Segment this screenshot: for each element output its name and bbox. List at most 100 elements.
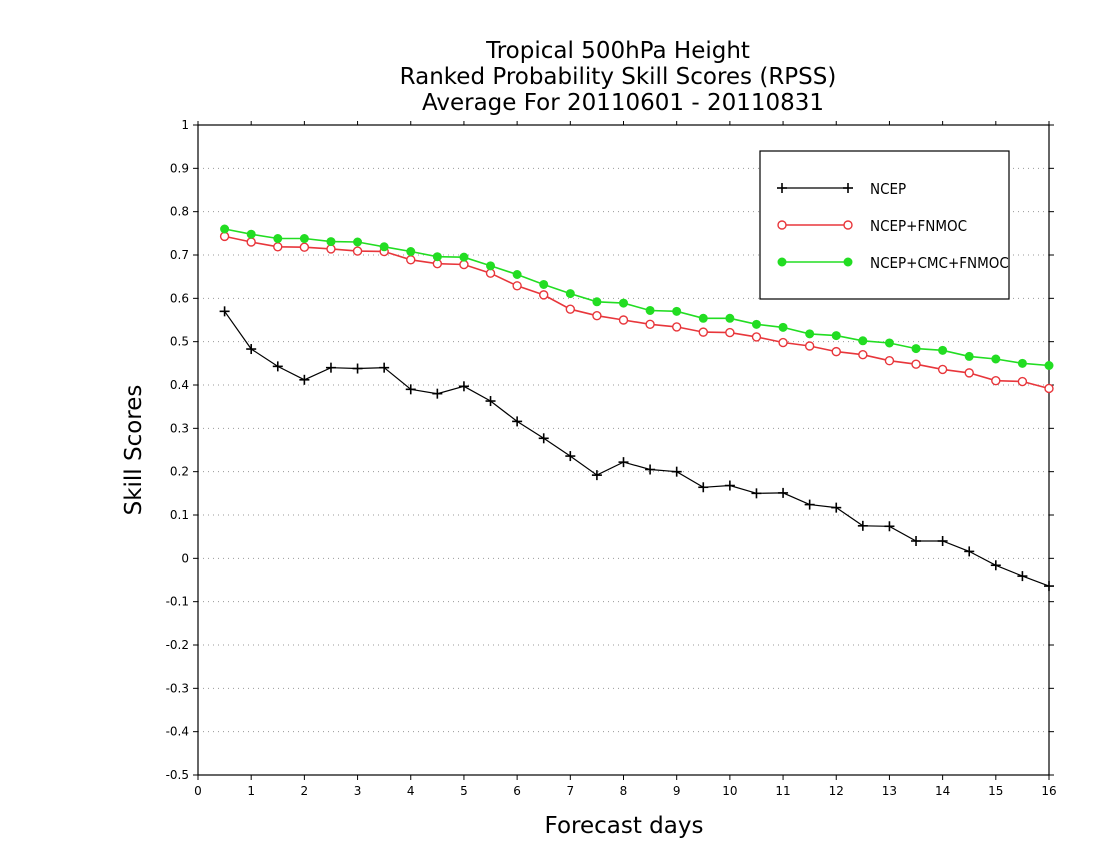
series-point xyxy=(326,244,336,254)
series-point xyxy=(246,229,256,239)
x-tick-label: 4 xyxy=(407,784,415,798)
series-point xyxy=(273,234,283,244)
series-point xyxy=(884,338,894,348)
x-tick-label: 2 xyxy=(301,784,309,798)
series-point xyxy=(805,329,815,339)
legend-label: NCEP xyxy=(870,180,906,198)
series-point xyxy=(725,327,735,338)
series-point xyxy=(219,231,230,242)
series-point xyxy=(299,234,309,244)
series-point xyxy=(672,306,682,316)
series-point xyxy=(486,261,496,271)
series-point xyxy=(406,255,416,265)
legend: NCEP NCEP+FNMOC NCEP+CMC+FNMOC xyxy=(759,150,1010,300)
series-point xyxy=(843,220,853,230)
x-tick-label: 3 xyxy=(354,784,362,798)
series-point xyxy=(592,297,602,307)
x-tick-label: 11 xyxy=(775,784,790,798)
series-point xyxy=(619,298,628,308)
legend-item: NCEP xyxy=(777,180,906,198)
series-point xyxy=(843,257,853,267)
series-point xyxy=(1017,358,1027,368)
series-point xyxy=(618,315,629,325)
series-point xyxy=(858,336,868,346)
series-point xyxy=(831,346,841,357)
x-tick-label: 10 xyxy=(722,784,737,798)
series-point xyxy=(698,313,708,323)
series-point xyxy=(858,349,868,360)
x-tick-label: 13 xyxy=(882,784,897,798)
series-point xyxy=(273,242,283,252)
legend-item: NCEP+CMC+FNMOC xyxy=(777,254,1009,272)
series-point xyxy=(777,220,787,230)
series-point xyxy=(379,242,389,252)
series-point xyxy=(565,289,575,299)
series-point xyxy=(459,259,469,270)
series-point xyxy=(911,344,921,354)
y-tick-label: 1 xyxy=(181,118,189,132)
y-tick-label: -0.5 xyxy=(166,768,189,782)
grid-lines xyxy=(198,167,1049,733)
series-point xyxy=(964,368,974,378)
series-point xyxy=(991,354,1001,364)
series-point xyxy=(326,237,336,247)
series-point xyxy=(751,332,762,342)
legend-label: NCEP+FNMOC xyxy=(870,217,967,235)
series-point xyxy=(1044,361,1054,370)
title-line-3: Average For 20110601 - 20110831 xyxy=(422,90,824,116)
y-tick-label: 0.3 xyxy=(170,421,189,435)
series-point xyxy=(246,237,256,247)
x-tick-label: 7 xyxy=(566,784,574,798)
series-point xyxy=(353,237,363,247)
series-point xyxy=(565,304,576,314)
y-tick-label: -0.1 xyxy=(166,595,189,609)
series-point xyxy=(911,359,921,369)
y-tick-label: 0.4 xyxy=(170,378,189,392)
y-tick-label: 0.2 xyxy=(170,465,189,479)
y-axis-label: Skill Scores xyxy=(121,385,147,516)
series-point xyxy=(539,279,549,289)
series-point xyxy=(671,322,682,332)
series-point xyxy=(539,290,549,300)
x-tick-label: 15 xyxy=(988,784,1003,798)
x-tick-label: 14 xyxy=(935,784,950,798)
y-tick-label: 0.7 xyxy=(170,248,189,262)
series-point xyxy=(645,305,655,315)
x-axis-label: Forecast days xyxy=(545,813,704,839)
series-point xyxy=(964,351,974,361)
chart-title: Tropical 500hPa Height Ranked Probabilit… xyxy=(400,38,837,116)
series-point xyxy=(778,337,788,348)
series-point xyxy=(512,270,522,279)
series-line xyxy=(224,310,1050,587)
series-point xyxy=(512,281,522,291)
axes: -0.5 -0.4 -0.3 -0.2 -0.1 0 0.1 0.2 0.3 0.4 0.5 0.6 0… xyxy=(166,118,1057,798)
x-tick-label: 16 xyxy=(1041,784,1056,798)
series-point xyxy=(1017,376,1028,387)
x-tick-label: 1 xyxy=(247,784,255,798)
series-point xyxy=(778,322,788,332)
y-tick-label: 0.6 xyxy=(170,291,189,305)
title-line-2: Ranked Probability Skill Scores (RPSS) xyxy=(400,64,837,90)
y-tick-label: 0 xyxy=(181,551,189,565)
series-point xyxy=(991,375,1001,386)
series-point xyxy=(459,252,469,262)
series-point xyxy=(831,331,841,341)
y-tick-label: 0.5 xyxy=(170,335,189,349)
series-point xyxy=(220,224,230,234)
series-point xyxy=(884,356,895,366)
x-tick-label: 9 xyxy=(673,784,681,798)
y-tick-label: -0.3 xyxy=(166,681,189,695)
x-tick-label: 12 xyxy=(829,784,844,798)
series-point xyxy=(1044,383,1054,394)
y-tick-label: -0.4 xyxy=(166,725,189,739)
series-point xyxy=(592,310,602,321)
series-point xyxy=(406,247,416,257)
series-point xyxy=(725,313,735,323)
legend-label: NCEP+CMC+FNMOC xyxy=(870,254,1009,272)
series-point xyxy=(804,341,815,351)
series-ncep-cmc-fnmoc xyxy=(220,224,1054,370)
series-layer xyxy=(219,224,1054,592)
series-point xyxy=(937,364,948,375)
series-point xyxy=(432,252,442,262)
title-line-1: Tropical 500hPa Height xyxy=(485,38,750,64)
